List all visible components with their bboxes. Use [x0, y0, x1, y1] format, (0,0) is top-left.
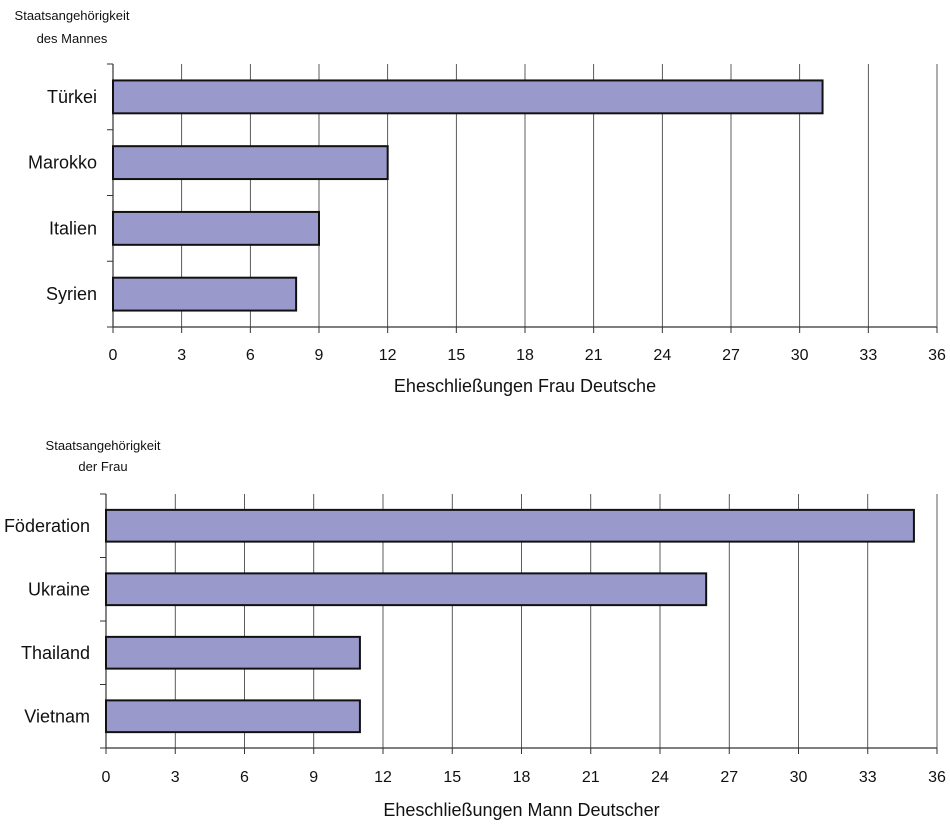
chart1-x-tick-label: 27: [722, 347, 740, 364]
chart1-x-tick-label: 12: [379, 347, 397, 364]
chart2-x-tick-label: 9: [309, 769, 318, 786]
chart1-bar-3: [112, 210, 320, 246]
chart2-bar-4: [105, 699, 361, 734]
chart2-y-axis-title-line-1: Staatsangehörigkeit: [46, 438, 161, 453]
chart2-category-label-3: Thailand: [21, 643, 90, 663]
chart2-x-tick-label: 6: [240, 769, 249, 786]
chart1-bar-2: [112, 145, 389, 181]
chart2-x-tick-label: 27: [720, 769, 738, 786]
chart2-y-axis-title-line-2: der Frau: [78, 459, 127, 474]
chart1-x-tick-label: 36: [928, 347, 946, 364]
chart2-bar-3: [105, 635, 361, 670]
chart1-x-axis-title: Eheschließungen Frau Deutsche: [394, 376, 656, 396]
chart2-x-tick-label: 12: [374, 769, 392, 786]
chart1-x-tick-label: 18: [516, 347, 534, 364]
chart2-x-tick-label: 36: [928, 769, 946, 786]
chart2-x-tick-label: 0: [102, 769, 111, 786]
chart1-category-label-4: Syrien: [46, 284, 97, 304]
chart2-x-tick-label: 30: [790, 769, 808, 786]
chart1-y-axis-title-line-1: Staatsangehörigkeit: [15, 8, 130, 23]
chart1-x-tick-label: 0: [109, 347, 118, 364]
chart1-x-tick-label: 24: [653, 347, 671, 364]
chart1-category-label-3: Italien: [49, 218, 97, 238]
chart1-bar-1: [112, 79, 824, 115]
chart1-x-tick-label: 9: [315, 347, 324, 364]
chart2-x-tick-label: 33: [859, 769, 877, 786]
chart1-bar-4: [112, 276, 298, 312]
chart2-bar-1: [105, 508, 915, 543]
chart2-x-tick-label: 3: [171, 769, 180, 786]
chart1-x-tick-label: 30: [791, 347, 809, 364]
chart2-x-tick-label: 15: [443, 769, 461, 786]
chart1-x-tick-label: 21: [585, 347, 603, 364]
chart2-category-label-1: Russische Föderation: [0, 516, 90, 536]
chart2-category-label-4: Vietnam: [24, 706, 90, 726]
chart2-x-tick-label: 24: [651, 769, 669, 786]
chart1-y-axis-title-line-2: des Mannes: [37, 31, 108, 46]
chart1-x-tick-label: 6: [246, 347, 255, 364]
chart1-category-label-1: Türkei: [47, 87, 97, 107]
chart1-category-label-2: Marokko: [28, 153, 97, 173]
chart1-x-tick-label: 33: [859, 347, 877, 364]
chart1-x-tick-label: 3: [177, 347, 186, 364]
chart2-x-axis-title: Eheschließungen Mann Deutscher: [383, 800, 659, 820]
chart2-x-tick-label: 21: [582, 769, 600, 786]
chart2-category-label-2: Ukraine: [28, 579, 90, 599]
chart1-x-tick-label: 15: [447, 347, 465, 364]
chart2-x-tick-label: 18: [513, 769, 531, 786]
chart2-bar-2: [105, 572, 708, 607]
